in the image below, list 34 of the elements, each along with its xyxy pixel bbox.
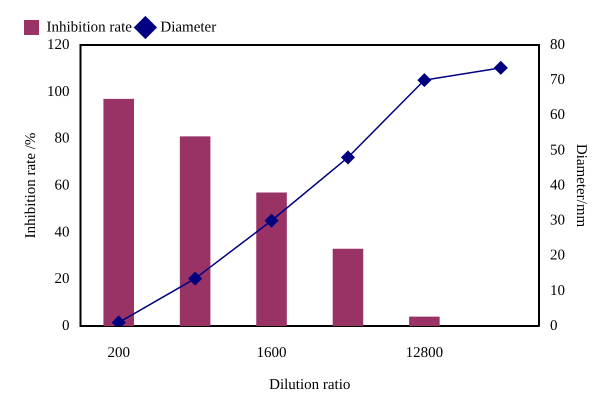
y-tick-label: 40	[54, 224, 70, 240]
point	[188, 272, 202, 286]
bar	[256, 192, 287, 326]
y2-axis-title: Diameter/mm	[573, 144, 590, 228]
y2-tick-label: 0	[550, 318, 558, 334]
point	[494, 61, 508, 75]
y2-tick-label: 10	[550, 282, 565, 299]
point	[418, 73, 432, 87]
y-tick-label: 20	[54, 271, 70, 288]
x-tick-label: 200	[107, 344, 130, 361]
point	[341, 150, 355, 164]
point	[264, 214, 278, 228]
y2-tick-label: 80	[550, 36, 565, 53]
y-tick-label: 80	[54, 130, 70, 147]
y2-tick-label: 30	[550, 212, 565, 229]
y2-tick-label: 70	[550, 72, 565, 88]
y-axis-title: Inhibition rate /%	[22, 132, 39, 238]
x-tick-label: 1600	[256, 344, 287, 361]
y2-tick-label: 60	[550, 107, 565, 124]
x-tick-label: 12800	[406, 344, 444, 361]
legend-label: Diameter	[160, 19, 216, 36]
y-tick-label: 100	[47, 84, 70, 100]
y-tick-label: 60	[54, 177, 70, 194]
bar	[332, 248, 364, 326]
y2-tick-label: 20	[550, 248, 565, 264]
legend-label: Inhibition rate	[46, 19, 132, 36]
bar	[103, 98, 134, 326]
y-tick-label: 0	[62, 318, 70, 334]
y2-tick-label: 40	[550, 177, 565, 194]
bar	[180, 136, 210, 326]
x-axis-title: Dilution ratio	[269, 376, 350, 393]
bar	[409, 316, 440, 326]
y2-tick-label: 50	[550, 142, 565, 158]
y-tick-label: 120	[47, 36, 70, 53]
